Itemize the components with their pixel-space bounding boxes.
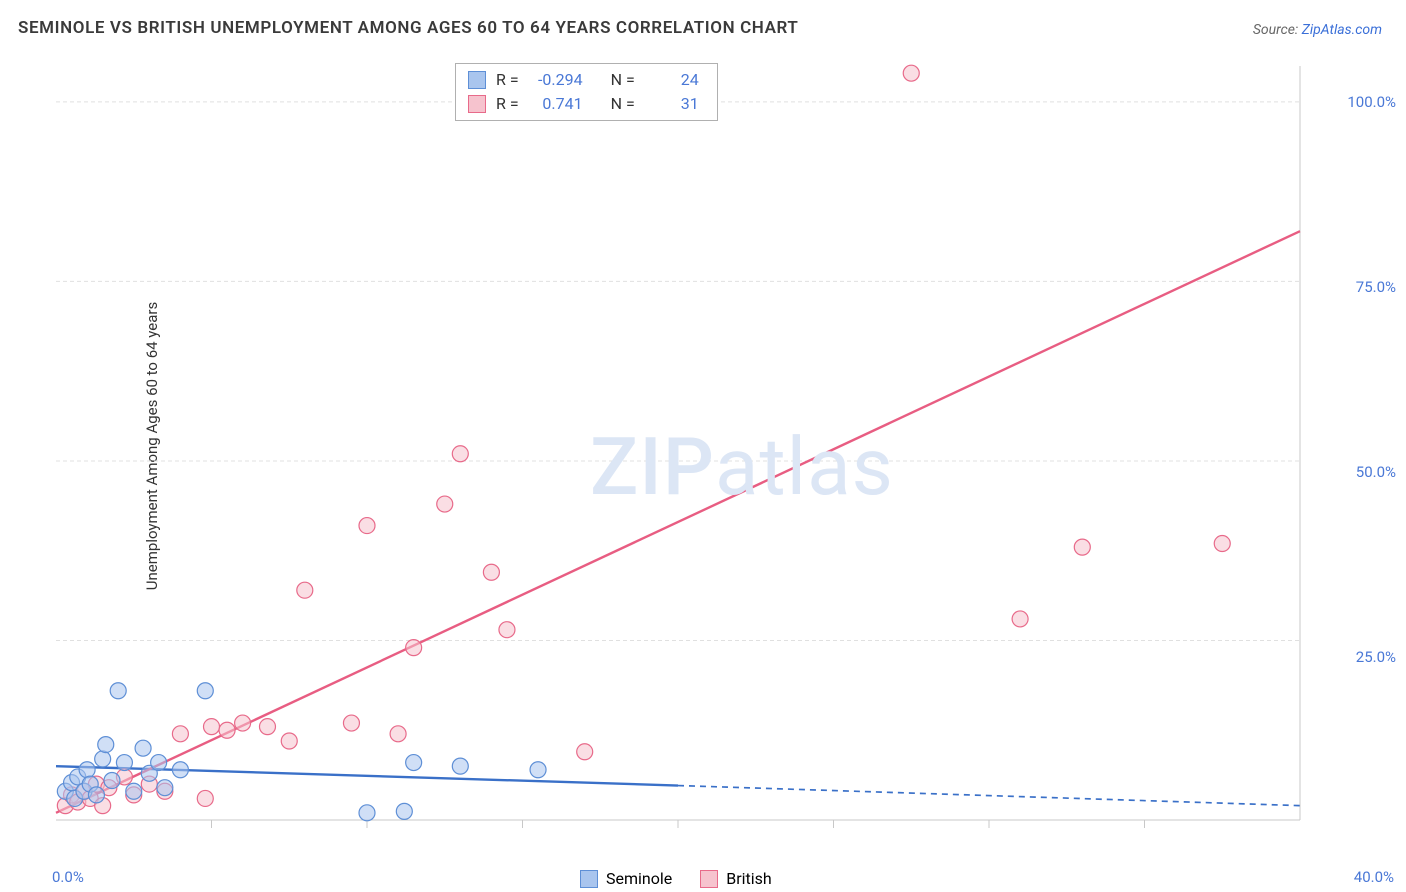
ytick-100: 100.0% <box>1347 93 1396 111</box>
legend-swatch-seminole <box>580 870 598 888</box>
stat-N-label: N = <box>611 92 635 116</box>
xtick-end: 40.0% <box>1354 868 1394 886</box>
legend-bottom: Seminole British <box>580 869 772 888</box>
stats-legend-box: R = -0.294 N = 24 R = 0.741 N = 31 <box>455 63 718 121</box>
swatch-british <box>468 95 486 113</box>
stat-N-label: N = <box>611 68 635 92</box>
chart-svg <box>48 60 1308 850</box>
legend-item-seminole: Seminole <box>580 869 672 888</box>
stat-R-label: R = <box>496 68 519 92</box>
stat-N-seminole: 24 <box>645 68 699 92</box>
stat-R-british: 0.741 <box>529 92 583 116</box>
scatter-plot <box>48 60 1308 850</box>
legend-label-seminole: Seminole <box>606 869 672 888</box>
ytick-25: 25.0% <box>1356 648 1396 666</box>
legend-label-british: British <box>726 869 771 888</box>
legend-item-british: British <box>700 869 771 888</box>
stat-N-british: 31 <box>645 92 699 116</box>
ytick-50: 50.0% <box>1356 463 1396 481</box>
stat-R-label: R = <box>496 92 519 116</box>
legend-swatch-british <box>700 870 718 888</box>
source-label: Source: <box>1253 22 1302 38</box>
stat-R-seminole: -0.294 <box>529 68 583 92</box>
xtick-origin: 0.0% <box>52 868 84 886</box>
stats-row-seminole: R = -0.294 N = 24 <box>468 68 699 92</box>
source-credit: Source: ZipAtlas.com <box>1253 22 1382 38</box>
ytick-75: 75.0% <box>1356 278 1396 296</box>
swatch-seminole <box>468 71 486 89</box>
stats-row-british: R = 0.741 N = 31 <box>468 92 699 116</box>
source-link[interactable]: ZipAtlas.com <box>1302 22 1382 38</box>
chart-title: SEMINOLE VS BRITISH UNEMPLOYMENT AMONG A… <box>18 18 798 38</box>
